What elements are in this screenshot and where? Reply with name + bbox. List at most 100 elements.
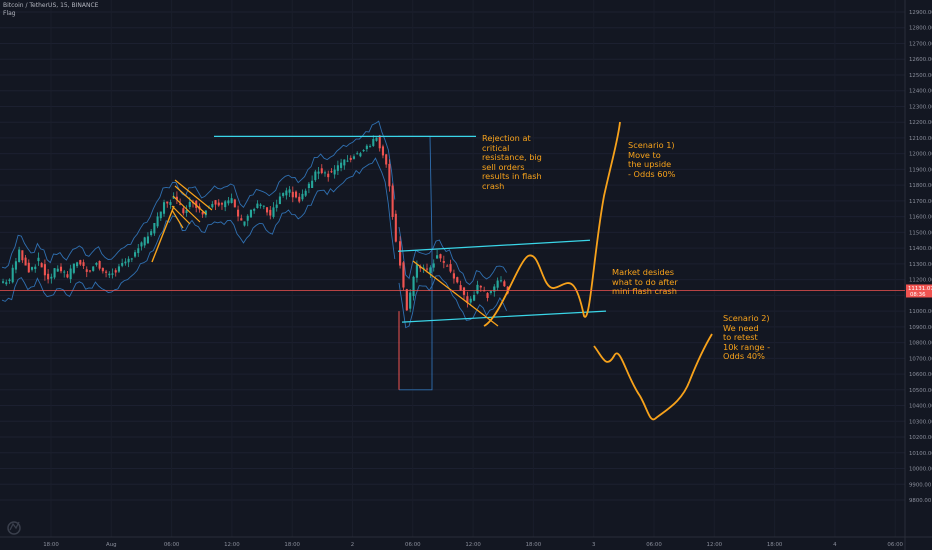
candle [333, 169, 336, 175]
channel-lower-2 [398, 275, 508, 329]
candle [76, 262, 79, 267]
candle [188, 201, 191, 207]
fan-line [174, 179, 213, 211]
y-tick-label: 12100.00 [909, 136, 932, 142]
y-tick-label: 11300.00 [909, 262, 932, 268]
current-price-time: 08:36 [910, 292, 926, 298]
candle [98, 261, 101, 269]
y-tick-label: 10200.00 [909, 435, 932, 441]
candle [30, 267, 34, 270]
candle [204, 210, 207, 216]
candle [352, 156, 356, 159]
candle [442, 261, 445, 263]
candle [8, 279, 11, 282]
candle [21, 250, 24, 261]
projection-downside [593, 333, 713, 421]
annotation-market: Market desides what to do after mini fla… [612, 267, 678, 297]
indicator-label: Flag [3, 10, 16, 17]
candle [224, 201, 227, 208]
candle [88, 270, 92, 272]
y-tick-label: 12700.00 [909, 41, 932, 47]
current-price-label: 11131.07 [908, 286, 932, 292]
y-tick-label: 10600.00 [909, 372, 932, 378]
candle [394, 213, 397, 242]
channel-lower [1, 157, 396, 302]
candle [143, 237, 146, 246]
candle [459, 285, 462, 291]
candle [369, 146, 372, 148]
y-tick-label: 10800.00 [909, 341, 932, 347]
candle [172, 196, 175, 199]
logo-mark [9, 521, 20, 531]
fan-line [171, 205, 191, 225]
candle [253, 209, 256, 211]
candle [66, 274, 69, 278]
y-tick-label: 12000.00 [909, 152, 932, 158]
y-tick-label: 12200.00 [909, 120, 932, 126]
annotation-rejection: Rejection at critical resistance, big se… [482, 133, 542, 191]
candle [5, 282, 8, 285]
candle [182, 208, 185, 214]
candle [179, 203, 182, 205]
candle [330, 171, 333, 173]
x-tick-label: 06:00 [646, 542, 662, 548]
y-tick-label: 10100.00 [909, 451, 932, 457]
y-tick-label: 9800.00 [909, 498, 932, 504]
candle [108, 273, 111, 276]
candle [288, 189, 291, 193]
candle [425, 268, 429, 270]
candle [63, 271, 66, 273]
candle [117, 266, 120, 272]
candle [14, 261, 17, 270]
candle [50, 276, 53, 279]
candle [166, 201, 169, 204]
logo-watermark [7, 521, 21, 535]
candle [146, 236, 149, 244]
candle [72, 263, 75, 273]
candle [375, 137, 378, 141]
y-tick-label: 12500.00 [909, 73, 932, 79]
candle [127, 258, 130, 263]
y-tick-label: 10700.00 [909, 356, 932, 362]
candle [2, 281, 5, 283]
candle [269, 209, 272, 216]
current-price-badge [906, 284, 932, 298]
candle [405, 289, 408, 311]
candle [317, 171, 320, 174]
candle [285, 190, 288, 196]
candle [476, 284, 479, 294]
candle [336, 165, 339, 171]
candle [233, 199, 236, 208]
candle [314, 171, 317, 181]
candle [439, 254, 442, 259]
candle [349, 157, 352, 160]
candle [266, 207, 269, 213]
x-tick-label: Aug [106, 542, 117, 548]
y-tick-label: 10400.00 [909, 404, 932, 410]
candle [466, 296, 469, 304]
candle [237, 209, 240, 217]
candle [489, 291, 493, 293]
drawings [151, 121, 713, 421]
candle [246, 215, 249, 221]
candle [388, 163, 391, 187]
candle [18, 249, 21, 263]
candle [140, 242, 143, 247]
candle [101, 267, 104, 272]
candle [85, 269, 88, 272]
y-tick-label: 11900.00 [909, 167, 932, 173]
candle [34, 266, 37, 270]
candle [429, 267, 432, 274]
x-tick-label: 12:00 [707, 542, 723, 548]
channel-upper-2 [398, 227, 507, 286]
candle [159, 211, 162, 219]
candle [359, 153, 362, 157]
pump-line [151, 205, 175, 263]
x-tick-label: 4 [833, 542, 837, 548]
annotation-scenario-1: Scenario 1) Move to the upside - Odds 60… [628, 140, 676, 179]
candle [43, 264, 46, 276]
logo-ring [7, 521, 21, 535]
y-tick-label: 11000.00 [909, 309, 932, 315]
